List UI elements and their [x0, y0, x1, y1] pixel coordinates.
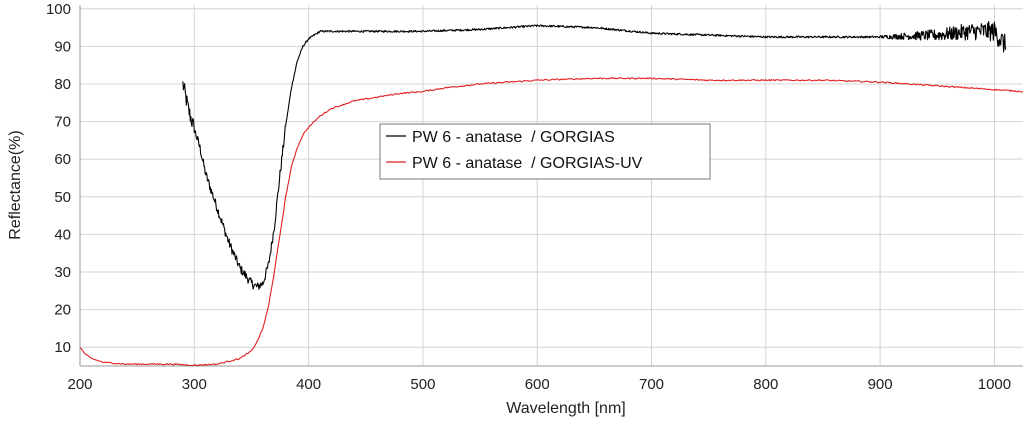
x-tick-label: 700: [639, 376, 664, 393]
axes: [79, 5, 1023, 367]
y-tick-label: 10: [54, 339, 71, 356]
x-tick-label: 900: [868, 376, 893, 393]
y-tick-label: 100: [46, 1, 71, 18]
x-tick-label: 800: [753, 376, 778, 393]
legend-label-gorgias: PW 6 - anatase / GORGIAS: [412, 129, 615, 146]
y-tick-label: 20: [54, 302, 71, 319]
grid-lines: [79, 5, 1023, 366]
y-axis-title: Reflectance(%): [7, 130, 24, 239]
x-tick-labels: 200 300 400 500 600 700 800 900 1000: [67, 376, 1011, 393]
x-axis-title: Wavelength [nm]: [506, 400, 625, 417]
y-tick-label: 60: [54, 151, 71, 168]
x-tick-label: 600: [525, 376, 550, 393]
legend-label-gorgias-uv: PW 6 - anatase / GORGIAS-UV: [412, 155, 643, 172]
series-line-1: [79, 77, 1024, 367]
x-tick-label: 300: [182, 376, 207, 393]
x-tick-label: 500: [410, 376, 435, 393]
y-tick-label: 70: [54, 114, 71, 131]
x-tick-label: 400: [296, 376, 321, 393]
x-tick-label: 1000: [978, 376, 1011, 393]
y-tick-label: 90: [54, 38, 71, 55]
series-lines: [79, 20, 1024, 367]
y-tick-label: 80: [54, 76, 71, 93]
series-line-0: [182, 20, 1007, 290]
y-tick-labels: 10 20 30 40 50 60 70 80 90 100: [46, 1, 71, 356]
x-tick-label: 200: [67, 376, 92, 393]
legend: PW 6 - anatase / GORGIAS PW 6 - anatase …: [379, 123, 711, 180]
plot-area: [80, 5, 1023, 366]
y-tick-label: 40: [54, 226, 71, 243]
legend-box: [379, 123, 711, 180]
y-tick-label: 50: [54, 189, 71, 206]
y-tick-label: 30: [54, 264, 71, 281]
